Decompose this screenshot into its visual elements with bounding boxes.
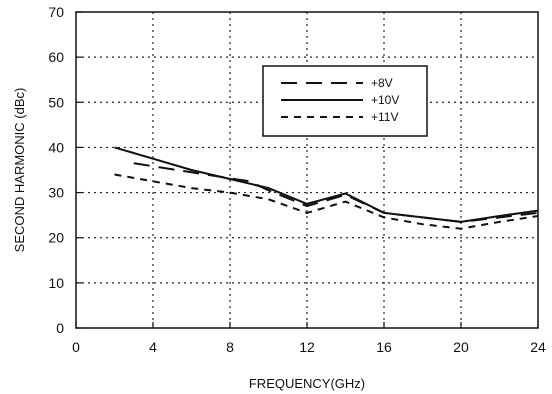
legend: +8V +10V +11V xyxy=(262,65,428,137)
y-tick-label: 30 xyxy=(48,185,64,201)
x-tick-label: 16 xyxy=(376,339,392,355)
y-tick-label: 40 xyxy=(48,139,64,155)
y-tick-label: 70 xyxy=(48,4,64,20)
y-tick-label: 0 xyxy=(56,320,64,336)
legend-label: +10V xyxy=(371,93,399,107)
x-tick-label: 0 xyxy=(72,339,80,355)
x-tick-label: 24 xyxy=(530,339,546,355)
y-tick-label: 10 xyxy=(48,275,64,291)
x-axis-title: FREQUENCY(GHz) xyxy=(249,376,365,391)
y-tick-label: 50 xyxy=(48,94,64,110)
x-tick-label: 20 xyxy=(453,339,469,355)
grid-lines xyxy=(76,12,538,328)
series-line-11vv xyxy=(114,173,539,230)
series-line-10vv xyxy=(114,146,539,223)
axis-ticks: 0 4 8 12 16 20 24 0 10 20 30 40 50 60 70 xyxy=(48,4,546,355)
x-tick-label: 12 xyxy=(299,339,315,355)
y-tick-label: 20 xyxy=(48,230,64,246)
legend-label: +8V xyxy=(371,76,393,90)
x-tick-label: 8 xyxy=(226,339,234,355)
legend-label: +11V xyxy=(371,110,398,124)
y-axis-title: SECOND HARMONIC (dBc) xyxy=(12,88,27,253)
y-tick-label: 60 xyxy=(48,49,64,65)
x-tick-label: 4 xyxy=(149,339,157,355)
series-lines xyxy=(114,146,539,230)
